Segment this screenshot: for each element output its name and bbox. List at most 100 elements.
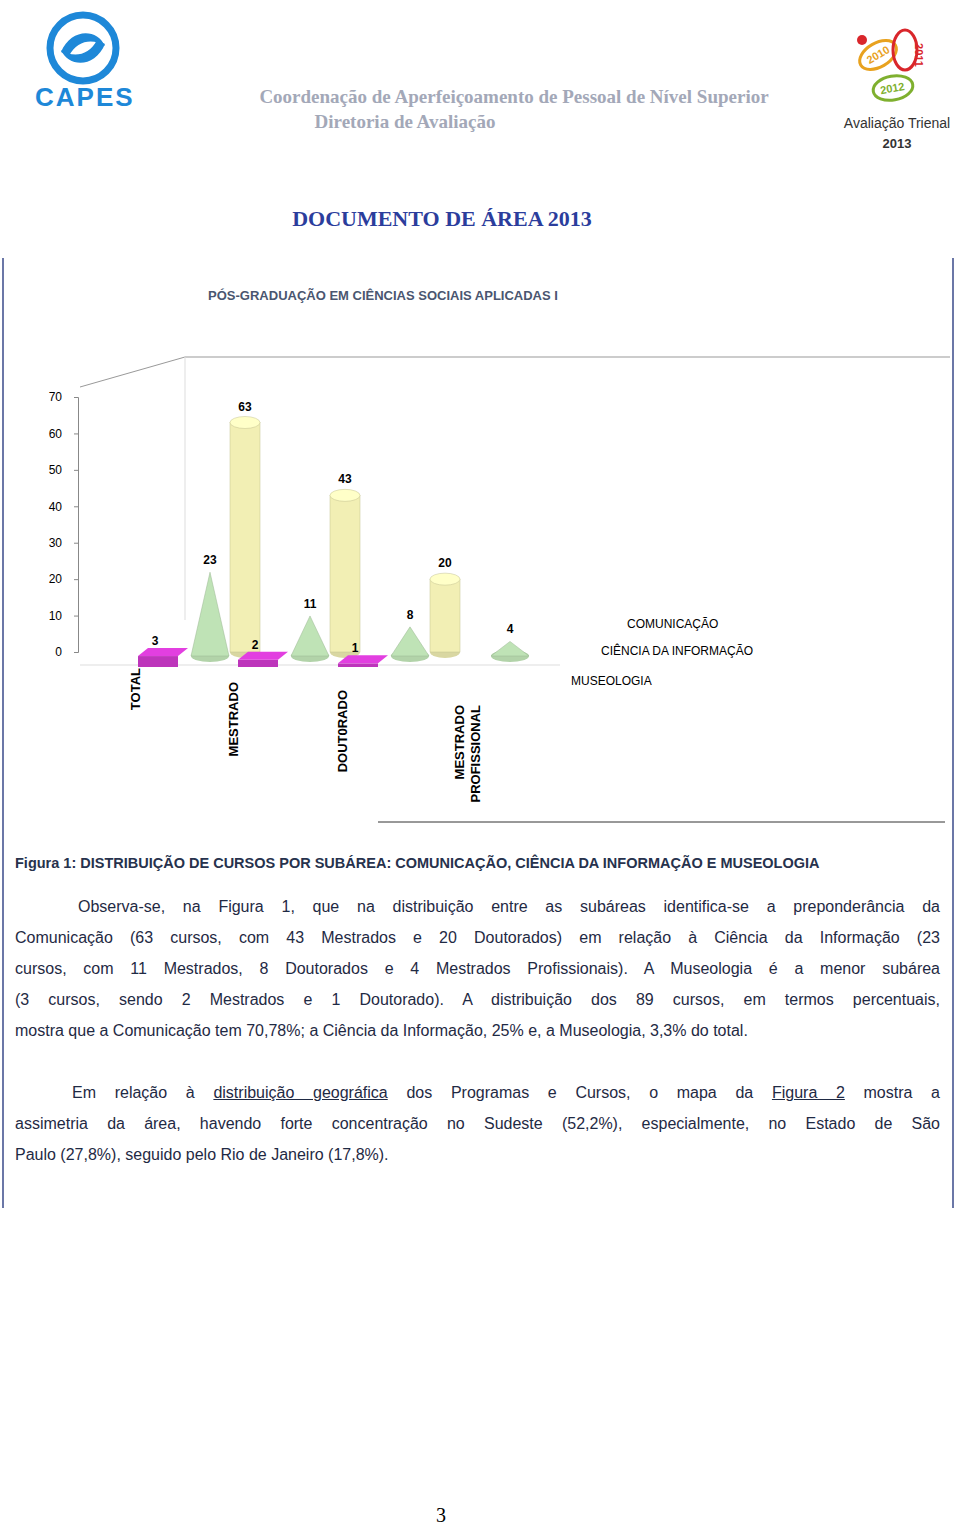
- bar-cylinder: [330, 489, 360, 658]
- bar-cone: [191, 572, 229, 662]
- cylinder-body: [230, 423, 260, 653]
- cone-body: [391, 627, 429, 656]
- bar-pyramid: [138, 648, 188, 667]
- y-tick: 40: [49, 500, 78, 514]
- text-run: Observa-se, na Figura 1, que na distribu…: [78, 898, 940, 915]
- bar-cone: [491, 641, 529, 662]
- badge-year: 2012: [879, 80, 905, 96]
- institution: Coordenação de Aperfeiçoamento de Pessoa…: [259, 86, 769, 107]
- y-tick: 10: [49, 609, 78, 623]
- paragraph-line: Observa-se, na Figura 1, que na distribu…: [78, 897, 940, 917]
- text-run: dos Programas e Cursos, o mapa da: [388, 1084, 772, 1101]
- badge-year-main: 2013: [883, 136, 912, 151]
- paragraph-line: Em relação à distribuição geográfica dos…: [72, 1083, 940, 1103]
- series-label: MUSEOLOGIA: [571, 674, 652, 688]
- paragraph-line: Paulo (27,8%), seguido pelo Rio de Janei…: [15, 1145, 940, 1165]
- plot-marks: [138, 417, 529, 668]
- page-graphics: CAPES Coordenação de Aperfeiçoamento de P…: [0, 0, 960, 1523]
- paragraph-line: (3 cursos, sendo 2 Mestrados e 1 Doutora…: [15, 990, 940, 1010]
- category-label-line: DOUT0RADO: [335, 690, 350, 772]
- y-tick-mark: [74, 397, 78, 398]
- y-tick-mark: [74, 543, 78, 544]
- category-label: TOTAL: [128, 668, 143, 710]
- series-label: CIÊNCIA DA INFORMAÇÃO: [601, 643, 753, 658]
- text-run: mostra a: [845, 1084, 940, 1101]
- y-tick-mark: [74, 506, 78, 507]
- cone-body: [491, 641, 529, 656]
- badge-year: 2011: [913, 43, 925, 67]
- prism-front: [238, 660, 278, 667]
- category-label-line: MESTRADO: [226, 682, 241, 756]
- text-run: Em relação à: [72, 1084, 213, 1101]
- y-tick-label: 20: [49, 572, 63, 586]
- evaluation-badge: 2010 2011 2012 Avaliação Trienal 2013: [844, 30, 950, 151]
- logo-text: CAPES: [35, 82, 135, 112]
- wall-edge: [185, 357, 186, 620]
- chart-title: PÓS-GRADUAÇÃO EM CIÊNCIAS SOCIAIS APLICA…: [208, 288, 558, 303]
- prism-top: [238, 652, 288, 660]
- data-label: 2: [252, 638, 259, 652]
- y-tick-label: 60: [49, 427, 63, 441]
- bar-cone: [391, 627, 429, 662]
- badge-title: Avaliação Trienal: [844, 115, 950, 131]
- bar-cone: [291, 616, 329, 662]
- y-axis: 0 10 20 30 40 50 60 70: [49, 390, 79, 659]
- directorate: Diretoria de Avaliação: [315, 111, 496, 132]
- y-tick: 50: [49, 463, 78, 477]
- prism-top: [138, 648, 188, 656]
- text-run: Figura 2: [772, 1084, 845, 1101]
- text-run: distribuição geográfica: [213, 1084, 387, 1101]
- paragraph-line: assimetria da área, havendo forte concen…: [15, 1114, 940, 1134]
- paragraph-line: Comunicação (63 cursos, com 43 Mestrados…: [15, 928, 940, 948]
- badge-year: 2010: [864, 43, 891, 66]
- page-number: 3: [436, 1504, 446, 1523]
- y-tick-label: 70: [49, 390, 63, 404]
- text-run: Comunicação (63 cursos, com 43 Mestrados…: [15, 929, 940, 946]
- text-run: assimetria da área, havendo forte concen…: [15, 1115, 940, 1132]
- bar-pyramid: [238, 652, 288, 667]
- logo-swirl: [61, 40, 105, 63]
- data-label: 4: [507, 622, 514, 636]
- chart-walls: [80, 357, 950, 665]
- y-tick: 20: [49, 572, 78, 586]
- data-label: 63: [238, 400, 252, 414]
- y-tick-label: 50: [49, 463, 63, 477]
- cylinder-top: [330, 489, 360, 501]
- y-tick-label: 40: [49, 500, 63, 514]
- wall-edge: [80, 357, 185, 387]
- paragraph-line: mostra que a Comunicação tem 70,78%; a C…: [15, 1021, 940, 1041]
- data-label: 20: [438, 556, 452, 570]
- y-tick: 0: [55, 645, 78, 659]
- y-tick: 70: [49, 390, 78, 404]
- y-tick-mark: [74, 652, 78, 653]
- y-tick-mark: [74, 579, 78, 580]
- cylinder-top: [230, 417, 260, 429]
- cylinder-body: [430, 579, 460, 652]
- cylinder-body: [330, 495, 360, 652]
- series-label: COMUNICAÇÃO: [627, 617, 718, 631]
- wall-edge: [185, 357, 950, 358]
- frame-left: [2, 258, 4, 1208]
- category-label: DOUT0RADO: [335, 690, 350, 772]
- category-label-line: PROFISSIONAL: [468, 705, 483, 803]
- cylinder-top: [430, 573, 460, 585]
- badge-dot: [857, 35, 867, 45]
- category-label-line: TOTAL: [128, 668, 143, 710]
- bar-pyramid: [338, 655, 388, 667]
- frame-right: [952, 258, 954, 1208]
- y-tick-label: 30: [49, 536, 63, 550]
- paragraph-line: cursos, com 11 Mestrados, 8 Doutorados e…: [15, 959, 940, 979]
- prism-front: [138, 656, 178, 667]
- figure-caption: Figura 1: DISTRIBUIÇÃO DE CURSOS POR SUB…: [15, 854, 820, 871]
- separator: [378, 822, 945, 823]
- y-tick-mark: [74, 470, 78, 471]
- prism-front: [338, 663, 378, 667]
- data-label: 1: [352, 641, 359, 655]
- data-label: 43: [338, 472, 352, 486]
- document-title: DOCUMENTO DE ÁREA 2013: [292, 206, 592, 231]
- y-tick-label: 10: [49, 609, 63, 623]
- y-tick: 30: [49, 536, 78, 550]
- y-tick-mark: [74, 616, 78, 617]
- data-label: 11: [304, 597, 317, 611]
- category-label-line: MESTRADO: [452, 705, 467, 779]
